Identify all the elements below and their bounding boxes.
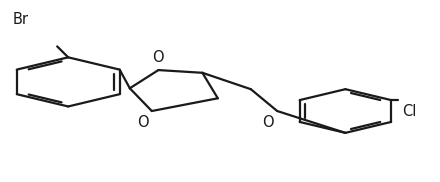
Text: O: O	[263, 115, 274, 130]
Text: O: O	[153, 50, 164, 65]
Text: O: O	[137, 115, 149, 130]
Text: Br: Br	[12, 12, 28, 27]
Text: Cl: Cl	[402, 104, 417, 118]
